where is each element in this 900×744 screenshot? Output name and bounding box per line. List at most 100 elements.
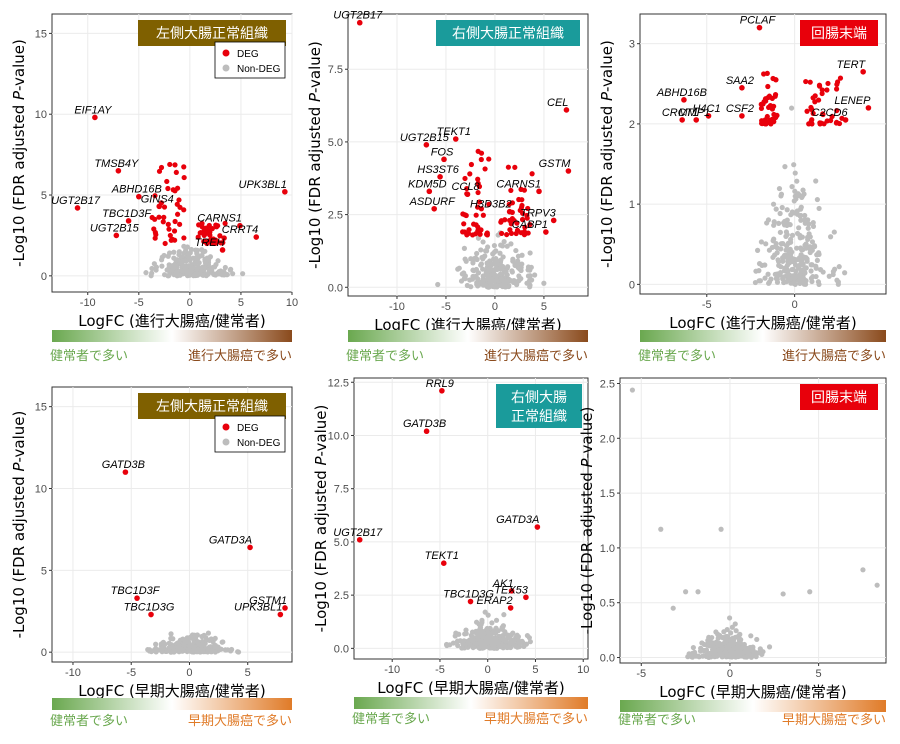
non-deg-point bbox=[475, 283, 481, 289]
non-deg-point bbox=[493, 273, 499, 279]
non-deg-point bbox=[808, 262, 814, 268]
gene-point-gatd3b bbox=[122, 469, 129, 475]
non-deg-point bbox=[519, 252, 525, 258]
deg-point bbox=[504, 231, 510, 238]
non-deg-point bbox=[499, 276, 505, 282]
deg-point bbox=[809, 121, 815, 127]
region-tag bbox=[436, 20, 580, 46]
non-deg-point bbox=[229, 646, 235, 653]
deg-point bbox=[169, 236, 176, 242]
non-deg-points bbox=[143, 243, 246, 279]
non-deg-point bbox=[501, 239, 507, 245]
deg-point bbox=[817, 121, 823, 127]
non-deg-point bbox=[474, 250, 480, 257]
deg-point bbox=[177, 221, 183, 227]
non-deg-point bbox=[463, 258, 469, 264]
gene-label: LENEP bbox=[834, 95, 871, 107]
deg-point bbox=[758, 105, 765, 112]
non-deg-point bbox=[452, 633, 458, 639]
deg-point bbox=[772, 91, 779, 98]
gene-point-h3d3b2 bbox=[506, 208, 513, 215]
non-deg-point bbox=[808, 268, 814, 274]
deg-point bbox=[812, 93, 818, 99]
deg-point bbox=[834, 81, 840, 88]
non-deg-point bbox=[199, 633, 205, 640]
non-deg-point bbox=[766, 644, 773, 650]
non-deg-point bbox=[728, 630, 734, 636]
non-deg-point bbox=[763, 241, 769, 247]
non-deg-point bbox=[794, 178, 800, 184]
non-deg-point bbox=[739, 650, 746, 656]
non-deg-point bbox=[176, 252, 182, 258]
gene-label: CABP1 bbox=[512, 219, 548, 231]
non-deg-point bbox=[491, 242, 498, 249]
non-deg-point bbox=[497, 250, 503, 256]
non-deg-point bbox=[159, 263, 165, 269]
non-deg-point bbox=[473, 266, 479, 273]
non-deg-point bbox=[508, 241, 514, 247]
region-tag bbox=[138, 393, 286, 419]
non-deg-point bbox=[483, 635, 489, 641]
y-tick-label: 5.0 bbox=[334, 537, 349, 549]
non-deg-point bbox=[181, 243, 187, 249]
non-deg-point bbox=[784, 232, 790, 238]
non-deg-point bbox=[776, 220, 782, 226]
non-deg-point bbox=[480, 266, 486, 272]
direction-gradient-bar bbox=[52, 330, 292, 342]
non-deg-point bbox=[786, 271, 792, 278]
y-tick-label: 2.5 bbox=[328, 210, 343, 222]
deg-point bbox=[812, 99, 818, 105]
non-deg-point bbox=[721, 629, 727, 635]
non-deg-point bbox=[798, 206, 804, 212]
non-deg-point bbox=[176, 647, 182, 653]
gene-point-gstm bbox=[565, 168, 572, 174]
x-tick-label: -10 bbox=[389, 301, 405, 313]
non-deg-point bbox=[468, 284, 474, 290]
deg-point bbox=[758, 101, 764, 107]
non-deg-point bbox=[791, 162, 797, 168]
non-deg-point bbox=[807, 246, 813, 253]
non-deg-point bbox=[206, 637, 213, 644]
deg-point bbox=[499, 230, 505, 237]
non-deg-point bbox=[490, 643, 496, 649]
x-tick-label: 5 bbox=[816, 668, 822, 680]
non-deg-point bbox=[480, 282, 486, 288]
non-deg-point bbox=[205, 647, 211, 653]
deg-point bbox=[769, 106, 775, 112]
deg-point bbox=[829, 113, 835, 120]
non-deg-point bbox=[789, 249, 795, 255]
deg-point bbox=[807, 79, 813, 85]
deg-point bbox=[152, 193, 158, 199]
non-deg-point bbox=[718, 526, 724, 532]
deg-point bbox=[196, 222, 202, 228]
non-deg-point bbox=[455, 642, 461, 649]
non-deg-point bbox=[480, 278, 486, 284]
gene-label: RRL9 bbox=[426, 378, 454, 390]
non-deg-point bbox=[771, 236, 777, 242]
deg-point bbox=[222, 220, 228, 226]
non-deg-point bbox=[795, 192, 801, 199]
non-deg-point bbox=[713, 652, 719, 659]
non-deg-point bbox=[797, 232, 803, 238]
non-deg-point bbox=[816, 205, 822, 212]
non-deg-point bbox=[461, 275, 468, 281]
non-deg-point bbox=[789, 232, 796, 238]
non-deg-point bbox=[505, 264, 511, 270]
volcano-panel-3: -5 0 0 1 2 3 PCLAF TERT ABHD16B SAA2 H4C1 LENEP CSF2… bbox=[598, 13, 887, 364]
non-deg-point bbox=[476, 621, 482, 627]
non-deg-point bbox=[475, 276, 481, 282]
non-deg-point bbox=[194, 259, 200, 265]
gene-label: PCLAF bbox=[740, 15, 777, 27]
non-deg-point bbox=[802, 269, 808, 275]
gene-label: SAA2 bbox=[726, 75, 754, 87]
deg-point bbox=[181, 207, 187, 213]
x-tick-label: 0 bbox=[792, 299, 798, 311]
non-deg-point bbox=[670, 605, 676, 611]
deg-point bbox=[486, 156, 492, 162]
y-tick-label: 5.0 bbox=[328, 137, 343, 149]
gene-point-tbc1d3g bbox=[148, 611, 154, 618]
gene-label: AK1 bbox=[492, 578, 514, 590]
non-deg-point bbox=[792, 188, 798, 194]
gene-label: TEKT1 bbox=[425, 550, 459, 562]
non-deg-point bbox=[480, 239, 486, 245]
